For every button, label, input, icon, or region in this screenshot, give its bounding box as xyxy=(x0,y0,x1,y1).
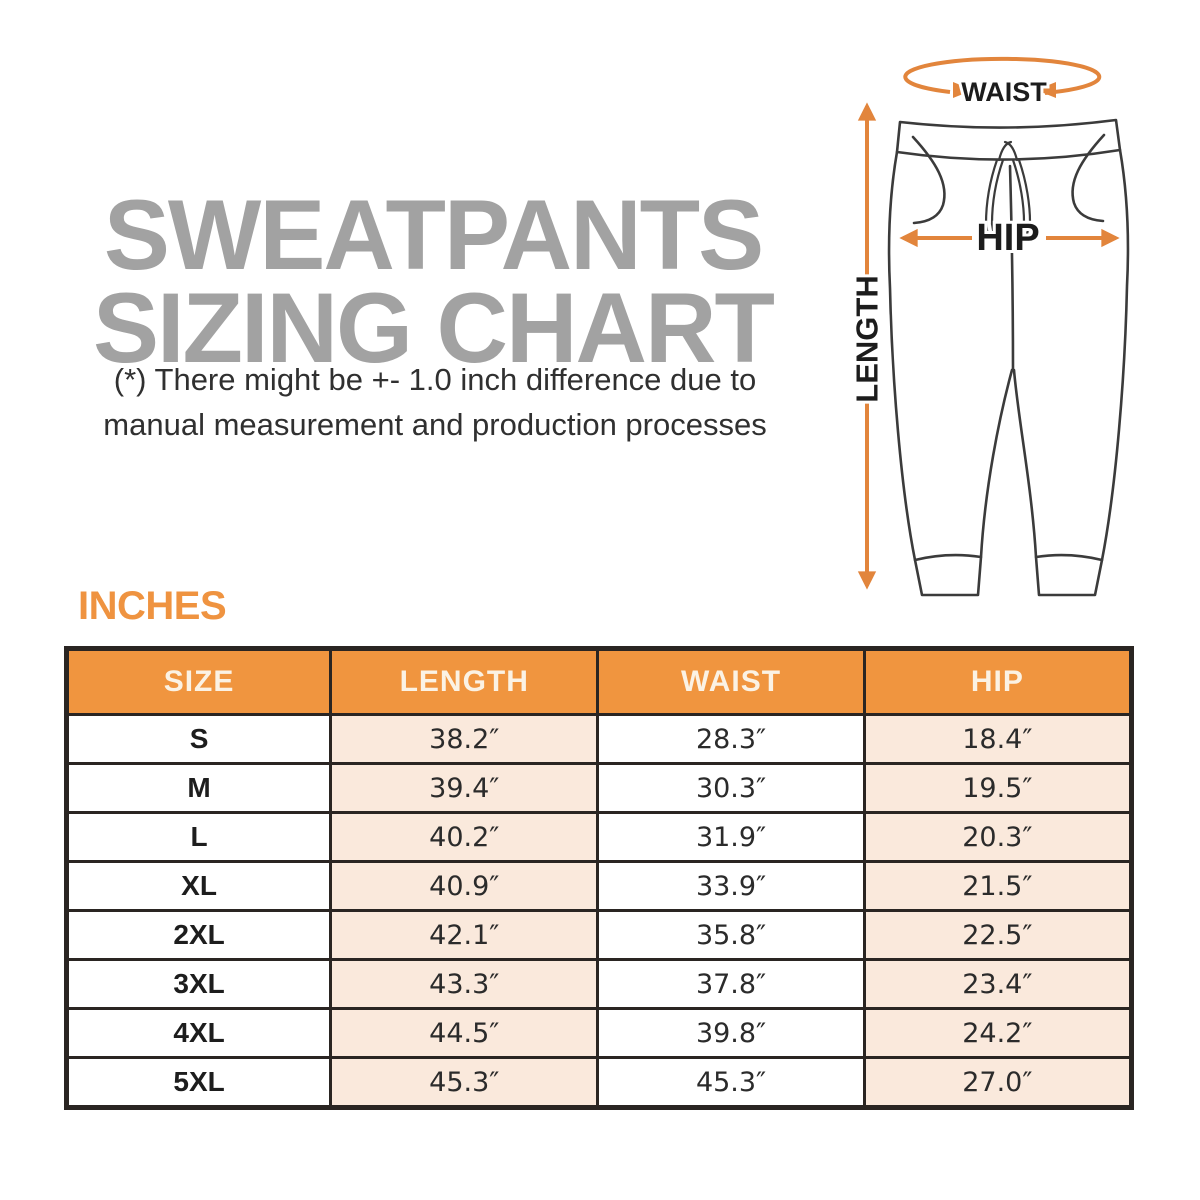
column-header-waist: WAIST xyxy=(596,647,866,716)
pants-left-inner-seam xyxy=(979,368,1014,559)
size-cell: XL xyxy=(64,860,333,912)
measurement-cell: 39.8″ xyxy=(596,1007,866,1059)
measurement-cell: 22.5″ xyxy=(862,909,1134,961)
size-cell: 4XL xyxy=(64,1007,333,1059)
measurement-cell: 35.8″ xyxy=(596,909,866,961)
column-header-size: SIZE xyxy=(64,647,333,716)
measurement-cell: 43.3″ xyxy=(329,958,600,1010)
pants-right-outer-seam xyxy=(1100,148,1130,562)
table-row: 4XL 44.5″ 39.8″ 24.2″ xyxy=(64,1007,1134,1059)
pants-left-outer-seam xyxy=(887,150,917,562)
pants-right-pocket xyxy=(1071,133,1106,223)
pants-drawstring xyxy=(984,140,1032,238)
measurement-cell: 30.3″ xyxy=(596,762,866,814)
page-title-line2: SIZING CHART xyxy=(93,272,775,384)
table-row: M 39.4″ 30.3″ 19.5″ xyxy=(64,762,1134,814)
waist-measure-arrow xyxy=(903,56,1102,98)
measurement-cell: 18.4″ xyxy=(862,713,1134,765)
table-row: 3XL 43.3″ 37.8″ 23.4″ xyxy=(64,958,1134,1010)
measurement-cell: 44.5″ xyxy=(329,1007,600,1059)
page-title-line1: SWEATPANTS xyxy=(103,179,764,291)
size-cell: M xyxy=(64,762,333,814)
measurement-cell: 20.3″ xyxy=(862,811,1134,863)
measurement-cell: 31.9″ xyxy=(596,811,866,863)
measurement-cell: 45.3″ xyxy=(596,1056,866,1109)
measurement-cell: 37.8″ xyxy=(596,958,866,1010)
measurement-cell: 40.9″ xyxy=(329,860,600,912)
size-cell: 5XL xyxy=(64,1056,333,1109)
pants-waistband xyxy=(895,118,1122,161)
table-row: S 38.2″ 28.3″ 18.4″ xyxy=(64,713,1134,765)
table-row: XL 40.9″ 33.9″ 21.5″ xyxy=(64,860,1134,912)
column-header-length: LENGTH xyxy=(329,647,600,716)
disclaimer-line1: (*) There might be +- 1.0 inch differenc… xyxy=(113,362,757,397)
table-row: 2XL 42.1″ 35.8″ 22.5″ xyxy=(64,909,1134,961)
disclaimer-note: (*) There might be +- 1.0 inch differenc… xyxy=(20,358,850,448)
measurement-cell: 27.0″ xyxy=(862,1056,1134,1109)
table-header-row: SIZE LENGTH WAIST HIP xyxy=(64,647,1134,716)
length-label: LENGTH xyxy=(850,275,885,402)
measurement-cell: 23.4″ xyxy=(862,958,1134,1010)
measurement-cell: 24.2″ xyxy=(862,1007,1134,1059)
table-body: S 38.2″ 28.3″ 18.4″ M 39.4″ 30.3″ 19.5″ L 40.2″ 31… xyxy=(64,713,1134,1109)
page-title: SWEATPANTS SIZING CHART xyxy=(48,179,818,384)
measurement-cell: 28.3″ xyxy=(596,713,866,765)
units-label: INCHES xyxy=(78,584,227,628)
size-cell: L xyxy=(64,811,333,863)
sweatpants-measurement-diagram: WAIST HIP LENGTH xyxy=(847,56,1130,597)
measurement-cell: 21.5″ xyxy=(862,860,1134,912)
column-header-hip: HIP xyxy=(862,647,1134,716)
pants-left-pocket xyxy=(911,135,946,225)
measurement-cell: 45.3″ xyxy=(329,1056,600,1109)
measurement-cell: 42.1″ xyxy=(329,909,600,961)
pants-center-seam xyxy=(1008,164,1015,372)
measurement-cell: 38.2″ xyxy=(329,713,600,765)
size-table-container: SIZE LENGTH WAIST HIP S 38.2″ 28.3″ 18.4″ M 39.4… xyxy=(64,646,1134,1110)
hip-label: HIP xyxy=(976,217,1039,259)
measurement-cell: 40.2″ xyxy=(329,811,600,863)
table-row: L 40.2″ 31.9″ 20.3″ xyxy=(64,811,1134,863)
size-cell: S xyxy=(64,713,333,765)
table-row: 5XL 45.3″ 45.3″ 27.0″ xyxy=(64,1056,1134,1109)
size-cell: 2XL xyxy=(64,909,333,961)
disclaimer-line2: manual measurement and production proces… xyxy=(103,406,767,442)
measurement-cell: 33.9″ xyxy=(596,860,866,912)
size-table: SIZE LENGTH WAIST HIP S 38.2″ 28.3″ 18.4″ M 39.4… xyxy=(64,646,1134,1110)
size-cell: 3XL xyxy=(64,958,333,1010)
waist-label: WAIST xyxy=(961,77,1047,107)
pants-left-cuff xyxy=(913,553,983,597)
measurement-cell: 19.5″ xyxy=(862,762,1134,814)
pants-right-inner-seam xyxy=(1012,368,1038,559)
pants-right-cuff xyxy=(1034,553,1104,597)
measurement-cell: 39.4″ xyxy=(329,762,600,814)
pants-outline-drawing xyxy=(887,118,1130,597)
